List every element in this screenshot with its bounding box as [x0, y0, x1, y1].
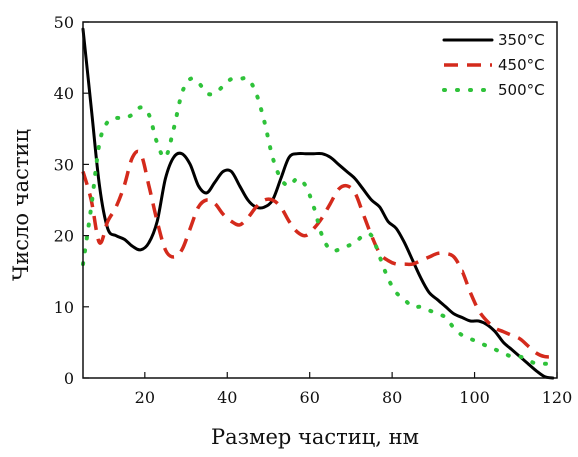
- y-tick-label: 10: [54, 298, 74, 317]
- x-tick-label: 120: [542, 388, 573, 407]
- y-tick-label: 20: [54, 227, 74, 246]
- x-axis-label: Размер частиц, нм: [211, 425, 419, 449]
- plot-series: [81, 27, 555, 380]
- x-tick-label: 100: [459, 388, 490, 407]
- legend-label-2: 450°C: [498, 56, 545, 74]
- y-axis-label: Число частиц: [9, 129, 33, 281]
- x-tick-label: 20: [135, 388, 155, 407]
- x-tick-label: 80: [382, 388, 402, 407]
- legend-label-3: 500°C: [498, 81, 545, 99]
- x-tick-label: 60: [300, 388, 320, 407]
- x-tick-label: 40: [217, 388, 237, 407]
- series-line-2: [81, 149, 553, 359]
- y-tick-label: 0: [64, 369, 74, 388]
- series-line-3: [81, 75, 555, 367]
- y-tick-label: 30: [54, 155, 74, 174]
- legend-label-1: 350°C: [498, 31, 545, 49]
- series-line-1: [81, 27, 555, 380]
- y-tick-label: 40: [54, 84, 74, 103]
- axis-ticks: 20 40 60 80 100 120 0 10 20 30 40 50: [54, 13, 573, 407]
- y-tick-label: 50: [54, 13, 74, 32]
- legend: 350°C 450°C 500°C: [442, 31, 545, 99]
- plot-frame: [82, 21, 558, 379]
